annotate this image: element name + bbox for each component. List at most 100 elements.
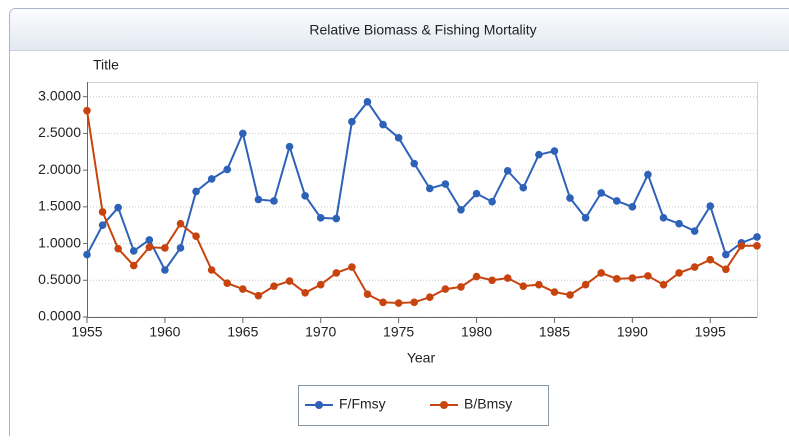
y-tick-label: 3.0000 [38, 87, 81, 103]
point [675, 269, 683, 277]
point [582, 281, 590, 289]
y-tick-label: 0.0000 [38, 308, 81, 324]
point [161, 244, 169, 252]
legend-marker [440, 401, 448, 409]
point [691, 227, 699, 235]
x-tick-label: 1960 [149, 324, 180, 340]
point [379, 121, 387, 129]
point [722, 251, 730, 259]
y-tick-label: 1.5000 [38, 198, 81, 214]
point [488, 198, 496, 206]
point [519, 282, 527, 290]
point [114, 245, 122, 253]
point [504, 167, 512, 175]
point [410, 160, 418, 168]
point [130, 247, 138, 255]
point [504, 274, 512, 282]
point [691, 263, 699, 271]
y-tick-label: 0.5000 [38, 271, 81, 287]
legend-label: B/Bmsy [464, 396, 512, 412]
point [519, 184, 527, 192]
y-tick-label: 1.0000 [38, 234, 81, 250]
point [442, 285, 450, 293]
point [551, 147, 559, 155]
point [146, 243, 154, 251]
point [146, 236, 154, 244]
x-tick-label: 1995 [695, 324, 726, 340]
point [223, 279, 231, 287]
point [629, 274, 637, 282]
point [161, 266, 169, 274]
point [208, 175, 216, 183]
point [473, 190, 481, 198]
point [644, 171, 652, 179]
y-axis-label: Title [93, 57, 119, 73]
point [644, 272, 652, 280]
point [535, 151, 543, 159]
point [317, 214, 325, 222]
x-tick-label: 1975 [383, 324, 414, 340]
y-tick-label: 2.5000 [38, 124, 81, 140]
point [239, 285, 247, 293]
x-tick-label: 1965 [227, 324, 258, 340]
point [348, 118, 356, 126]
point [395, 299, 403, 307]
point [192, 188, 200, 196]
point [488, 276, 496, 284]
point [177, 220, 185, 228]
point [223, 166, 231, 174]
point [613, 275, 621, 283]
point [83, 251, 91, 259]
point [597, 189, 605, 197]
point [239, 130, 247, 138]
legend-label: F/Fmsy [339, 396, 386, 412]
x-tick-label: 1980 [461, 324, 492, 340]
point [286, 277, 294, 285]
point [551, 288, 559, 296]
point [535, 281, 543, 289]
point [753, 242, 761, 250]
x-tick-label: 1990 [617, 324, 648, 340]
point [301, 192, 309, 200]
point [99, 208, 107, 216]
point [457, 206, 465, 214]
point [410, 299, 418, 307]
point [364, 98, 372, 106]
point [317, 281, 325, 289]
point [473, 273, 481, 281]
point [83, 107, 91, 115]
point [395, 134, 403, 142]
point [566, 291, 574, 299]
point [192, 232, 200, 240]
point [442, 180, 450, 188]
point [286, 143, 294, 151]
point [613, 197, 621, 205]
point [426, 293, 434, 301]
point [177, 244, 185, 252]
point [660, 281, 668, 289]
point [629, 203, 637, 211]
point [130, 262, 138, 270]
point [114, 204, 122, 212]
x-tick-label: 1970 [305, 324, 336, 340]
x-axis-label: Year [407, 350, 436, 366]
point [582, 214, 590, 222]
x-tick-label: 1985 [539, 324, 570, 340]
point [597, 269, 605, 277]
point [333, 215, 341, 223]
point [333, 269, 341, 277]
point [675, 220, 683, 228]
point [722, 265, 730, 273]
y-tick-label: 2.0000 [38, 161, 81, 177]
point [457, 283, 465, 291]
point [738, 242, 746, 250]
x-tick-label: 1955 [71, 324, 102, 340]
point [426, 185, 434, 193]
point [379, 299, 387, 307]
point [270, 282, 278, 290]
point [753, 233, 761, 241]
point [255, 292, 263, 300]
point [255, 196, 263, 204]
